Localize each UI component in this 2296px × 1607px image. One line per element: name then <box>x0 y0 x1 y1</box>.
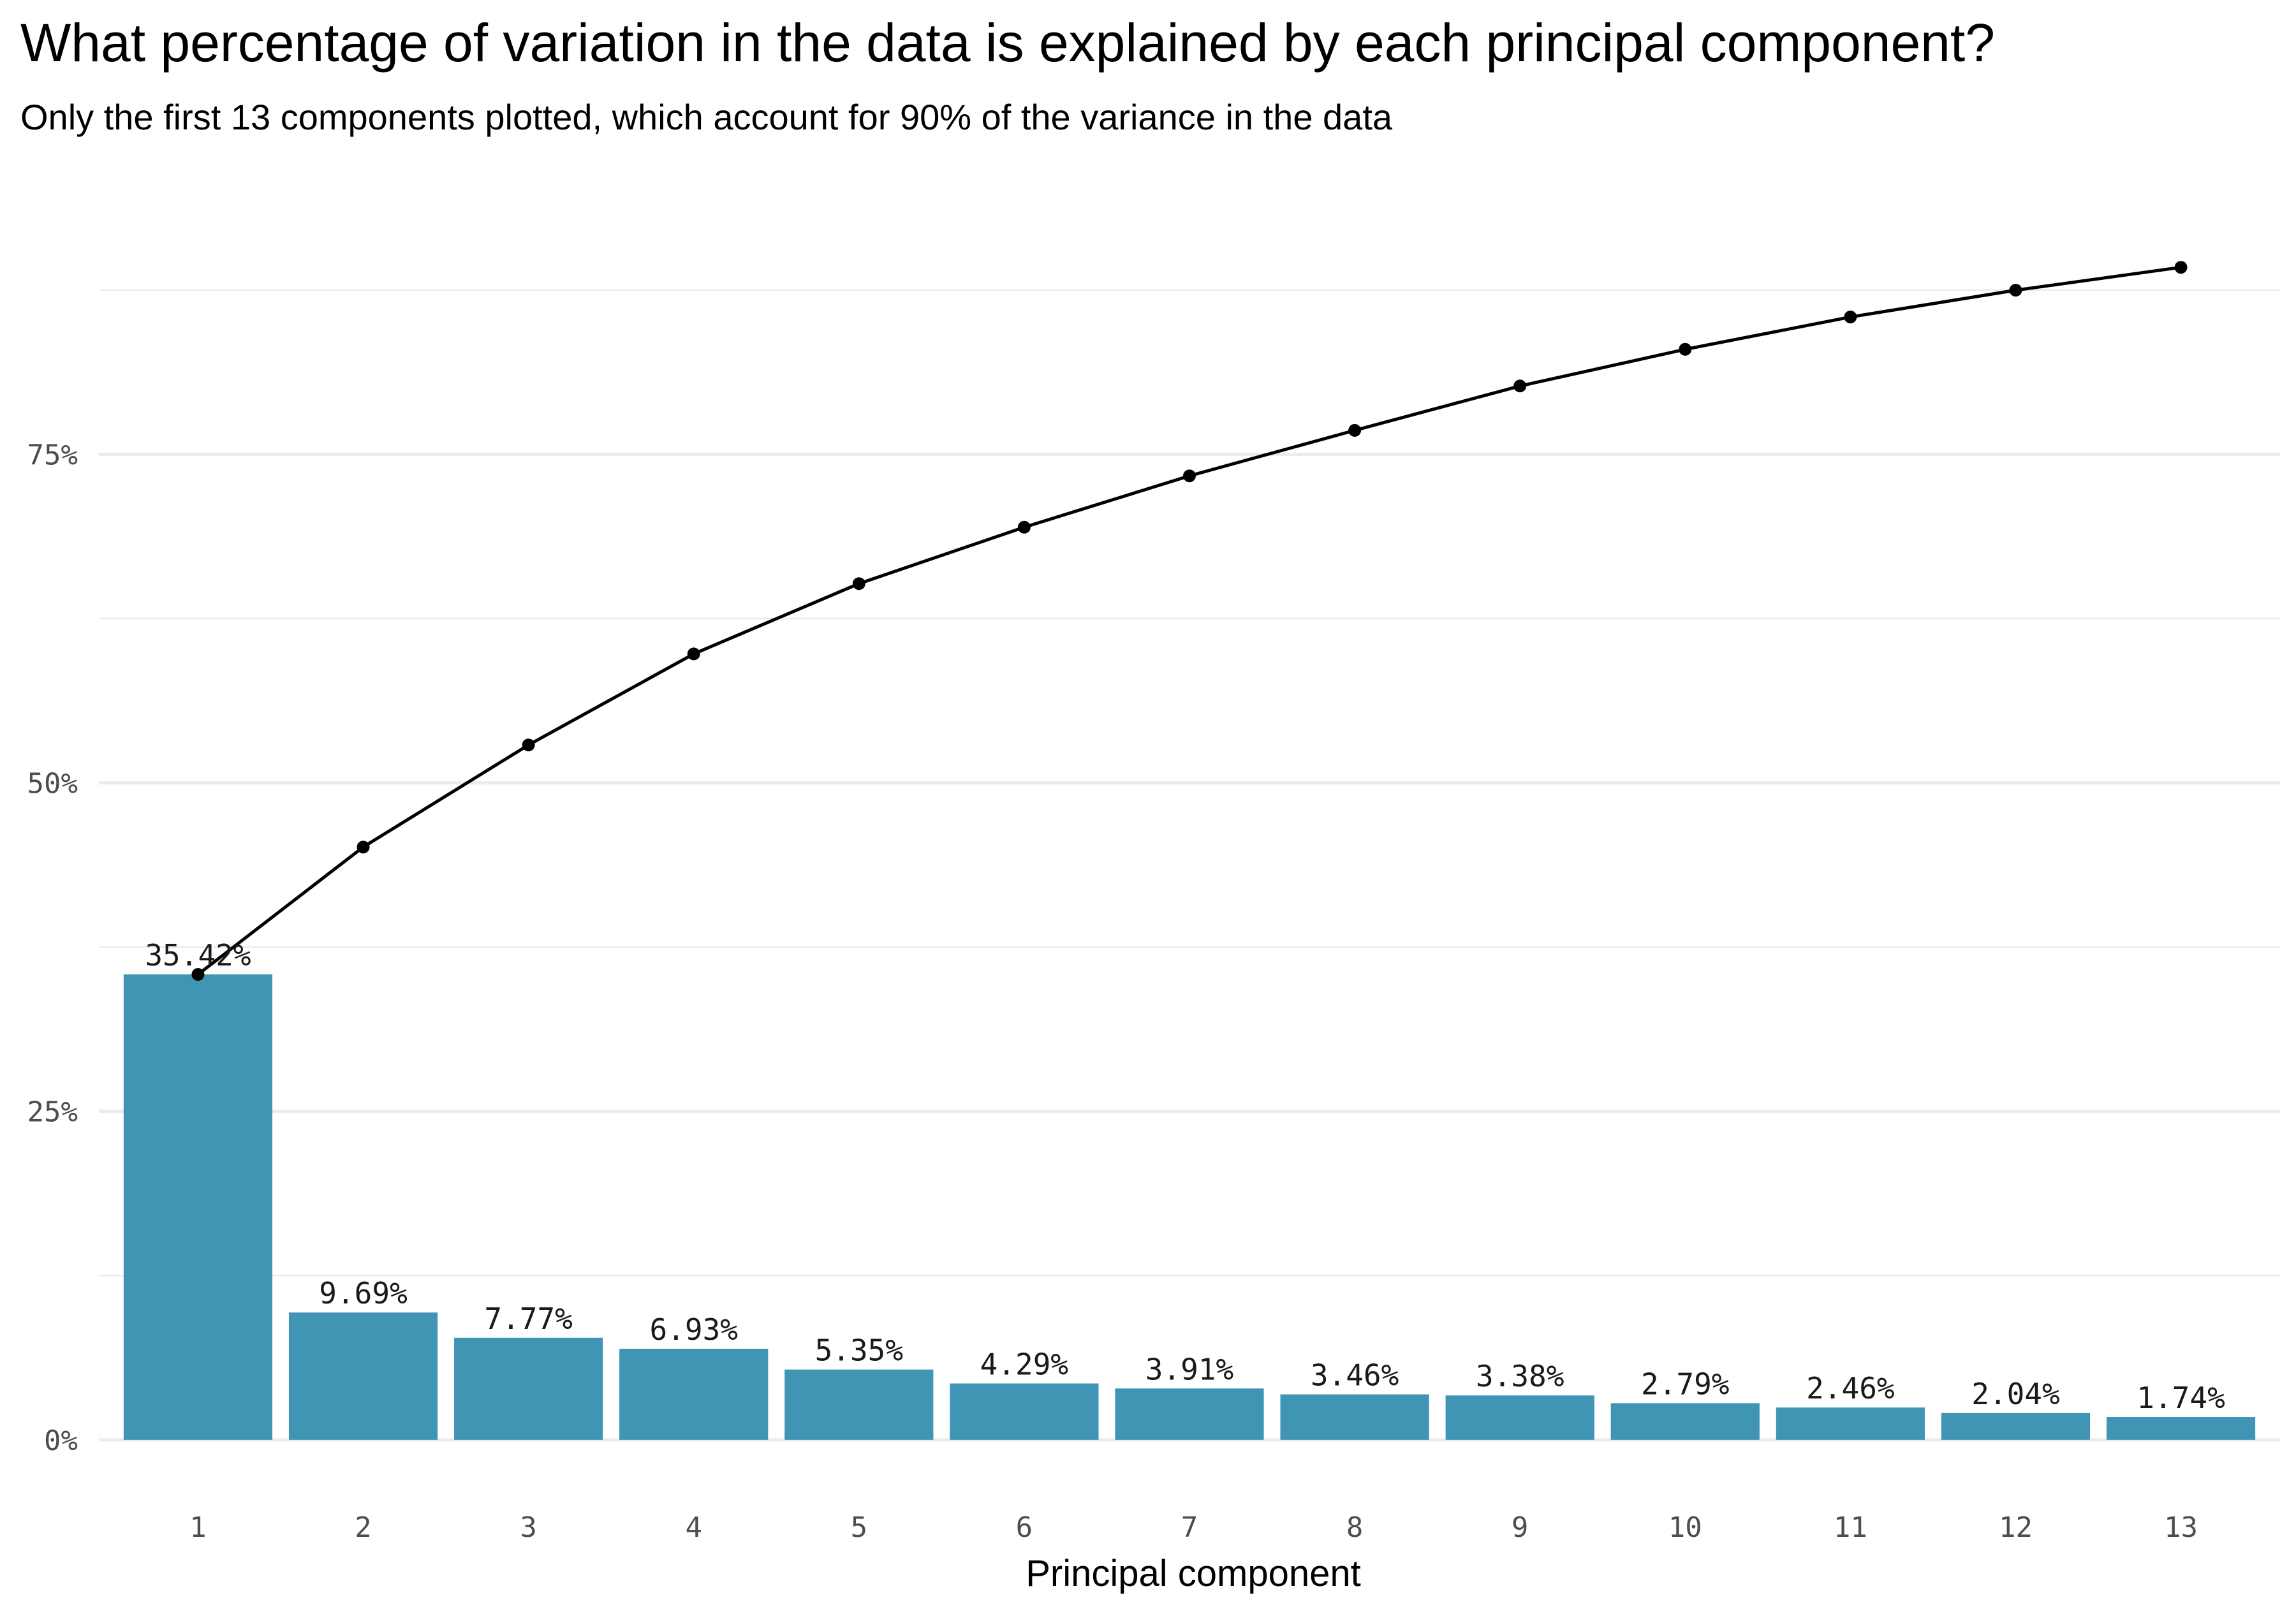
y-tick-label: 25% <box>27 1096 78 1129</box>
bar-value-label: 1.74% <box>2137 1381 2225 1415</box>
bar <box>1445 1395 1594 1440</box>
x-tick-label: 13 <box>2164 1511 2198 1544</box>
x-tick-label: 7 <box>1181 1511 1198 1544</box>
bar-value-label: 6.93% <box>649 1312 737 1347</box>
bar <box>288 1312 438 1440</box>
bar <box>1610 1403 1760 1440</box>
x-tick-label: 6 <box>1016 1511 1033 1544</box>
cumulative-point <box>522 738 535 752</box>
bar <box>1941 1413 2091 1440</box>
x-tick-label: 8 <box>1346 1511 1364 1544</box>
bar-value-label: 3.38% <box>1476 1359 1564 1393</box>
cumulative-point <box>1513 379 1527 393</box>
bar-value-label: 3.46% <box>1311 1358 1399 1393</box>
bar-value-label: 2.79% <box>1641 1367 1729 1401</box>
x-tick-label: 12 <box>1999 1511 2033 1544</box>
cumulative-point <box>1348 423 1362 437</box>
cumulative-point <box>1844 311 1857 324</box>
x-tick-label: 2 <box>355 1511 372 1544</box>
cumulative-point <box>687 647 700 661</box>
bar-value-label: 4.29% <box>980 1347 1068 1381</box>
bar-value-label: 9.69% <box>319 1276 407 1310</box>
cumulative-point <box>1183 469 1196 483</box>
x-tick-label: 9 <box>1512 1511 1529 1544</box>
x-tick-label: 5 <box>851 1511 868 1544</box>
x-axis-ticks: 1 2 3 4 5 6 7 8 9 10 11 12 13 <box>189 1511 2198 1544</box>
cumulative-line <box>191 261 2188 981</box>
bar <box>784 1369 934 1440</box>
x-tick-label: 11 <box>1834 1511 1867 1544</box>
cumulative-point <box>191 968 205 981</box>
bar <box>1115 1388 1264 1440</box>
chart-subtitle: Only the first 13 components plotted, wh… <box>20 97 1393 137</box>
bar-value-label: 7.77% <box>484 1302 572 1336</box>
cumulative-point <box>852 577 865 591</box>
bars <box>123 974 2256 1440</box>
bar-value-label: 35.42% <box>145 938 251 972</box>
bar <box>2106 1417 2256 1440</box>
x-tick-label: 4 <box>685 1511 702 1544</box>
cumulative-point <box>357 840 370 854</box>
bar-value-label: 3.91% <box>1145 1352 1233 1386</box>
cumulative-line-path <box>196 265 2181 976</box>
chart-title: What percentage of variation in the data… <box>20 13 1995 73</box>
bar <box>123 974 273 1440</box>
bar <box>619 1349 769 1440</box>
cumulative-point <box>1017 520 1031 534</box>
bar <box>1280 1394 1429 1440</box>
x-axis-title: Principal component <box>1026 1553 1361 1594</box>
cumulative-point <box>2009 284 2022 297</box>
x-tick-label: 1 <box>189 1511 207 1544</box>
x-tick-label: 10 <box>1668 1511 1702 1544</box>
y-tick-label: 0% <box>44 1425 78 1457</box>
cumulative-point <box>1679 342 1692 356</box>
bar-value-label: 5.35% <box>815 1333 903 1368</box>
bar <box>950 1383 1099 1440</box>
cumulative-point <box>2174 261 2188 274</box>
gridlines <box>99 289 2280 1442</box>
bar <box>1776 1407 1925 1440</box>
x-tick-label: 3 <box>520 1511 537 1544</box>
bar-value-label: 2.04% <box>1971 1377 2059 1411</box>
bar-labels: 35.42% 9.69% 7.77% 6.93% 5.35% 4.29% 3.91% 3.46… <box>145 938 2225 1415</box>
y-tick-label: 50% <box>27 768 78 800</box>
bar-value-label: 2.46% <box>1806 1371 1894 1405</box>
y-tick-label: 75% <box>27 439 78 471</box>
y-axis-ticks: 0% 25% 50% 75% <box>27 439 78 1457</box>
bar <box>454 1337 603 1440</box>
